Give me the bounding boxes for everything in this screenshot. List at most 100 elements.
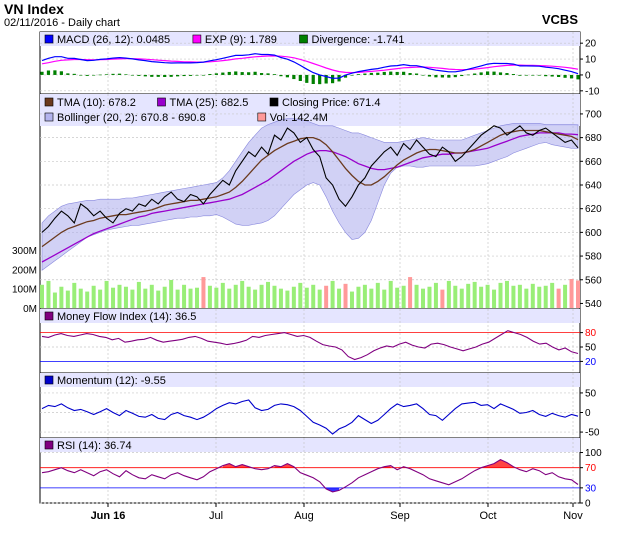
volume-bar [72,282,77,308]
divergence-bar [234,71,238,75]
divergence-bar [531,74,535,76]
bollinger-band [41,118,579,271]
divergence-bar [331,74,335,84]
divergence-bar [188,74,193,76]
volume-bar [563,284,568,308]
volume-bar [220,282,225,308]
divergence-bar [427,74,432,77]
volume-bar [52,292,57,308]
volume-bar [537,286,542,308]
divergence-bar [156,74,160,77]
rsi-legend-label: RSI (14): 36.74 [57,440,132,452]
divergence-bar [576,74,580,80]
y-tick-label: 30 [585,483,597,494]
volume-bar [182,284,187,308]
divergence-bar [195,74,199,76]
price-legend-label: Closing Price: 671.4 [282,97,380,109]
volume-bar [59,286,64,308]
divergence-bar [266,73,270,75]
volume-bar [466,283,471,308]
divergence-bar [537,74,541,76]
divergence-bar [98,74,102,76]
rsi-legend-swatch [44,440,54,450]
mfi-legend-label: Money Flow Index (14): 36.5 [57,311,196,323]
divergence-bar [440,74,444,78]
volume-bar [111,287,116,308]
momentum-line [41,399,579,435]
price-legend-label: TMA (25): 682.5 [170,97,249,109]
divergence-bar [350,74,354,76]
mfi-line [41,330,579,361]
volume-bar [330,280,335,308]
volume-bar [524,288,529,308]
macd-legend-label: MACD (26, 12): 0.0485 [57,34,170,46]
tma25-line [41,132,579,263]
x-tick-label: Nov [563,510,583,522]
divergence-bar [46,70,51,75]
y-tick-label: 0 [585,499,591,510]
volume-bar [272,285,277,308]
divergence-bar [40,71,44,75]
volume-bar [556,288,561,308]
volume-bar [349,291,354,308]
volume-bar [453,285,458,308]
volume-bar [130,289,135,308]
volume-tick-label: 300M [12,246,37,257]
divergence-bar [434,74,438,78]
volume-bar [156,290,161,308]
volume-bar [40,284,44,308]
volume-tick-label: 200M [12,265,37,276]
y-tick-label: -50 [585,428,600,439]
macd-legend-swatch [44,34,54,44]
divergence-bar [111,73,115,75]
divergence-bar [460,74,464,77]
price2-legend-label: Vol: 142.4M [270,112,328,124]
volume-bar [298,282,303,308]
x-tick-label: Sep [390,510,410,522]
macd-legend-label: Divergence: -1.741 [312,34,405,46]
y-tick-label: 640 [585,180,602,191]
volume-bar [136,281,141,308]
divergence-bar [447,74,451,78]
volume-bar [401,285,406,308]
volume-bar [143,288,148,308]
volume-bar [246,286,251,308]
divergence-bar [59,71,63,75]
volume-bar [311,284,316,308]
divergence-bar [201,74,206,76]
volume-bar [479,286,484,308]
volume-bar [362,284,367,308]
divergence-bar [272,74,277,75]
divergence-bar [53,70,57,75]
divergence-bar [376,72,380,75]
volume-bar [388,280,393,308]
volume-bar [259,284,264,308]
divergence-bar [479,72,483,75]
y-tick-label: 80 [585,328,597,339]
divergence-bar [498,72,503,75]
divergence-bar [298,74,302,81]
divergence-bar [557,74,561,78]
divergence-bar [569,74,574,79]
divergence-bar [247,72,251,75]
volume-bar [85,291,90,308]
volume-bar [194,287,199,308]
volume-bar [414,284,419,308]
divergence-bar [466,74,470,76]
volume-tick-label: 100M [12,285,37,296]
divergence-bar [518,74,522,76]
divergence-bar [279,74,283,77]
divergence-bar [524,74,528,76]
y-tick-label: 660 [585,157,602,168]
y-tick-label: -10 [585,86,600,97]
divergence-bar [176,74,180,77]
y-tick-label: 10 [585,55,597,66]
y-tick-label: 580 [585,252,602,263]
volume-bar [266,281,271,308]
divergence-bar [227,71,231,75]
divergence-bar [324,74,328,84]
divergence-bar [485,71,490,75]
divergence-bar [253,71,257,75]
closing-price-line [41,125,579,233]
divergence-bar [214,73,218,75]
